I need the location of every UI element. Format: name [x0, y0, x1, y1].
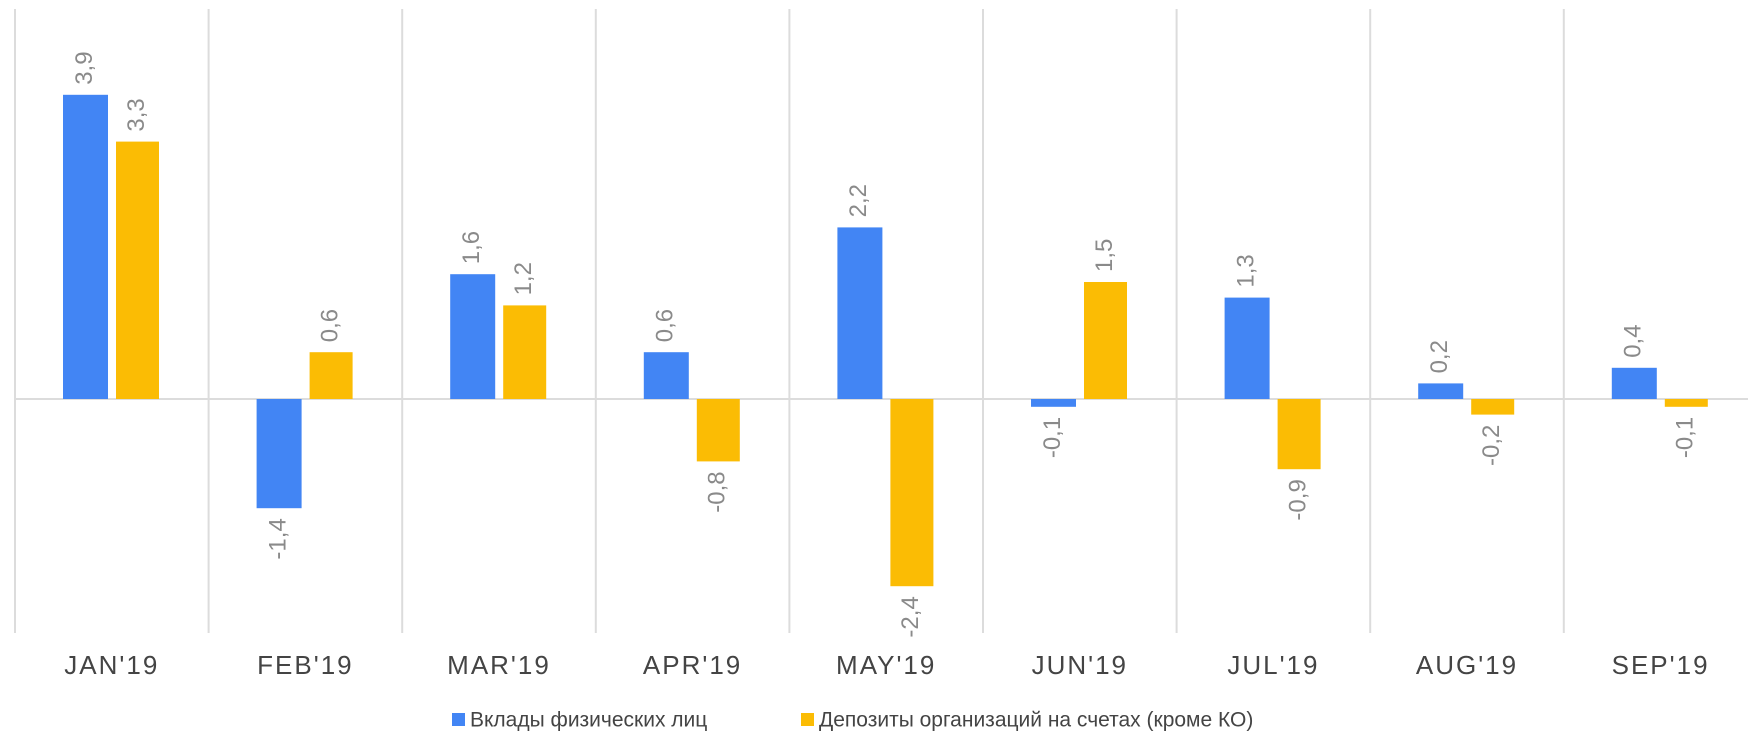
- value-label: -0,8: [704, 471, 731, 512]
- bar: [450, 274, 496, 399]
- x-tick-label: SEP'19: [1612, 650, 1710, 680]
- bar: [1664, 399, 1708, 407]
- bar: [1031, 399, 1076, 407]
- bar: [256, 399, 302, 509]
- value-label: -0,9: [1284, 479, 1311, 520]
- x-tick-label: JUN'19: [1032, 650, 1128, 680]
- bar: [1277, 399, 1321, 470]
- bar: [1418, 383, 1464, 399]
- bar: [63, 94, 108, 400]
- value-label: 2,2: [845, 184, 872, 217]
- value-label: 1,5: [1091, 239, 1118, 272]
- value-label: 3,9: [71, 51, 98, 84]
- x-tick-label: AUG'19: [1416, 650, 1518, 680]
- bar: [1611, 367, 1657, 399]
- bar: [837, 227, 883, 399]
- x-tick-label: FEB'19: [257, 650, 353, 680]
- value-label: -0,2: [1478, 425, 1505, 466]
- value-label: -2,4: [897, 596, 924, 637]
- x-tick-label: JAN'19: [64, 650, 159, 680]
- x-tick-label: MAY'19: [836, 650, 936, 680]
- legend-swatch: [452, 713, 465, 726]
- bar: [1084, 282, 1127, 399]
- legend-label: Вклады физических лиц: [470, 709, 707, 732]
- value-label: 1,2: [510, 262, 537, 295]
- value-label: 0,6: [652, 309, 679, 342]
- x-tick-label: MAR'19: [447, 650, 551, 680]
- value-label: 0,6: [316, 309, 343, 342]
- value-label: -0,1: [1672, 417, 1699, 458]
- value-label: 0,4: [1620, 324, 1647, 357]
- bar: [309, 352, 353, 399]
- x-tick-label: APR'19: [643, 650, 742, 680]
- value-label: -0,1: [1039, 417, 1066, 458]
- bar: [116, 141, 159, 399]
- value-label: 3,3: [123, 98, 150, 131]
- value-label: 0,2: [1426, 340, 1453, 373]
- bar: [890, 399, 934, 587]
- legend-label: Депозиты организаций на счетах (кроме КО…: [819, 709, 1253, 732]
- legend-swatch: [801, 713, 814, 726]
- value-label: 1,6: [458, 231, 485, 264]
- bar: [1224, 297, 1270, 399]
- x-tick-label: JUL'19: [1227, 650, 1319, 680]
- bar: [1471, 399, 1515, 415]
- bar: [696, 399, 740, 462]
- value-label: -1,4: [264, 518, 291, 559]
- bar: [503, 305, 547, 399]
- bar: [643, 352, 689, 399]
- value-label: 1,3: [1232, 254, 1259, 287]
